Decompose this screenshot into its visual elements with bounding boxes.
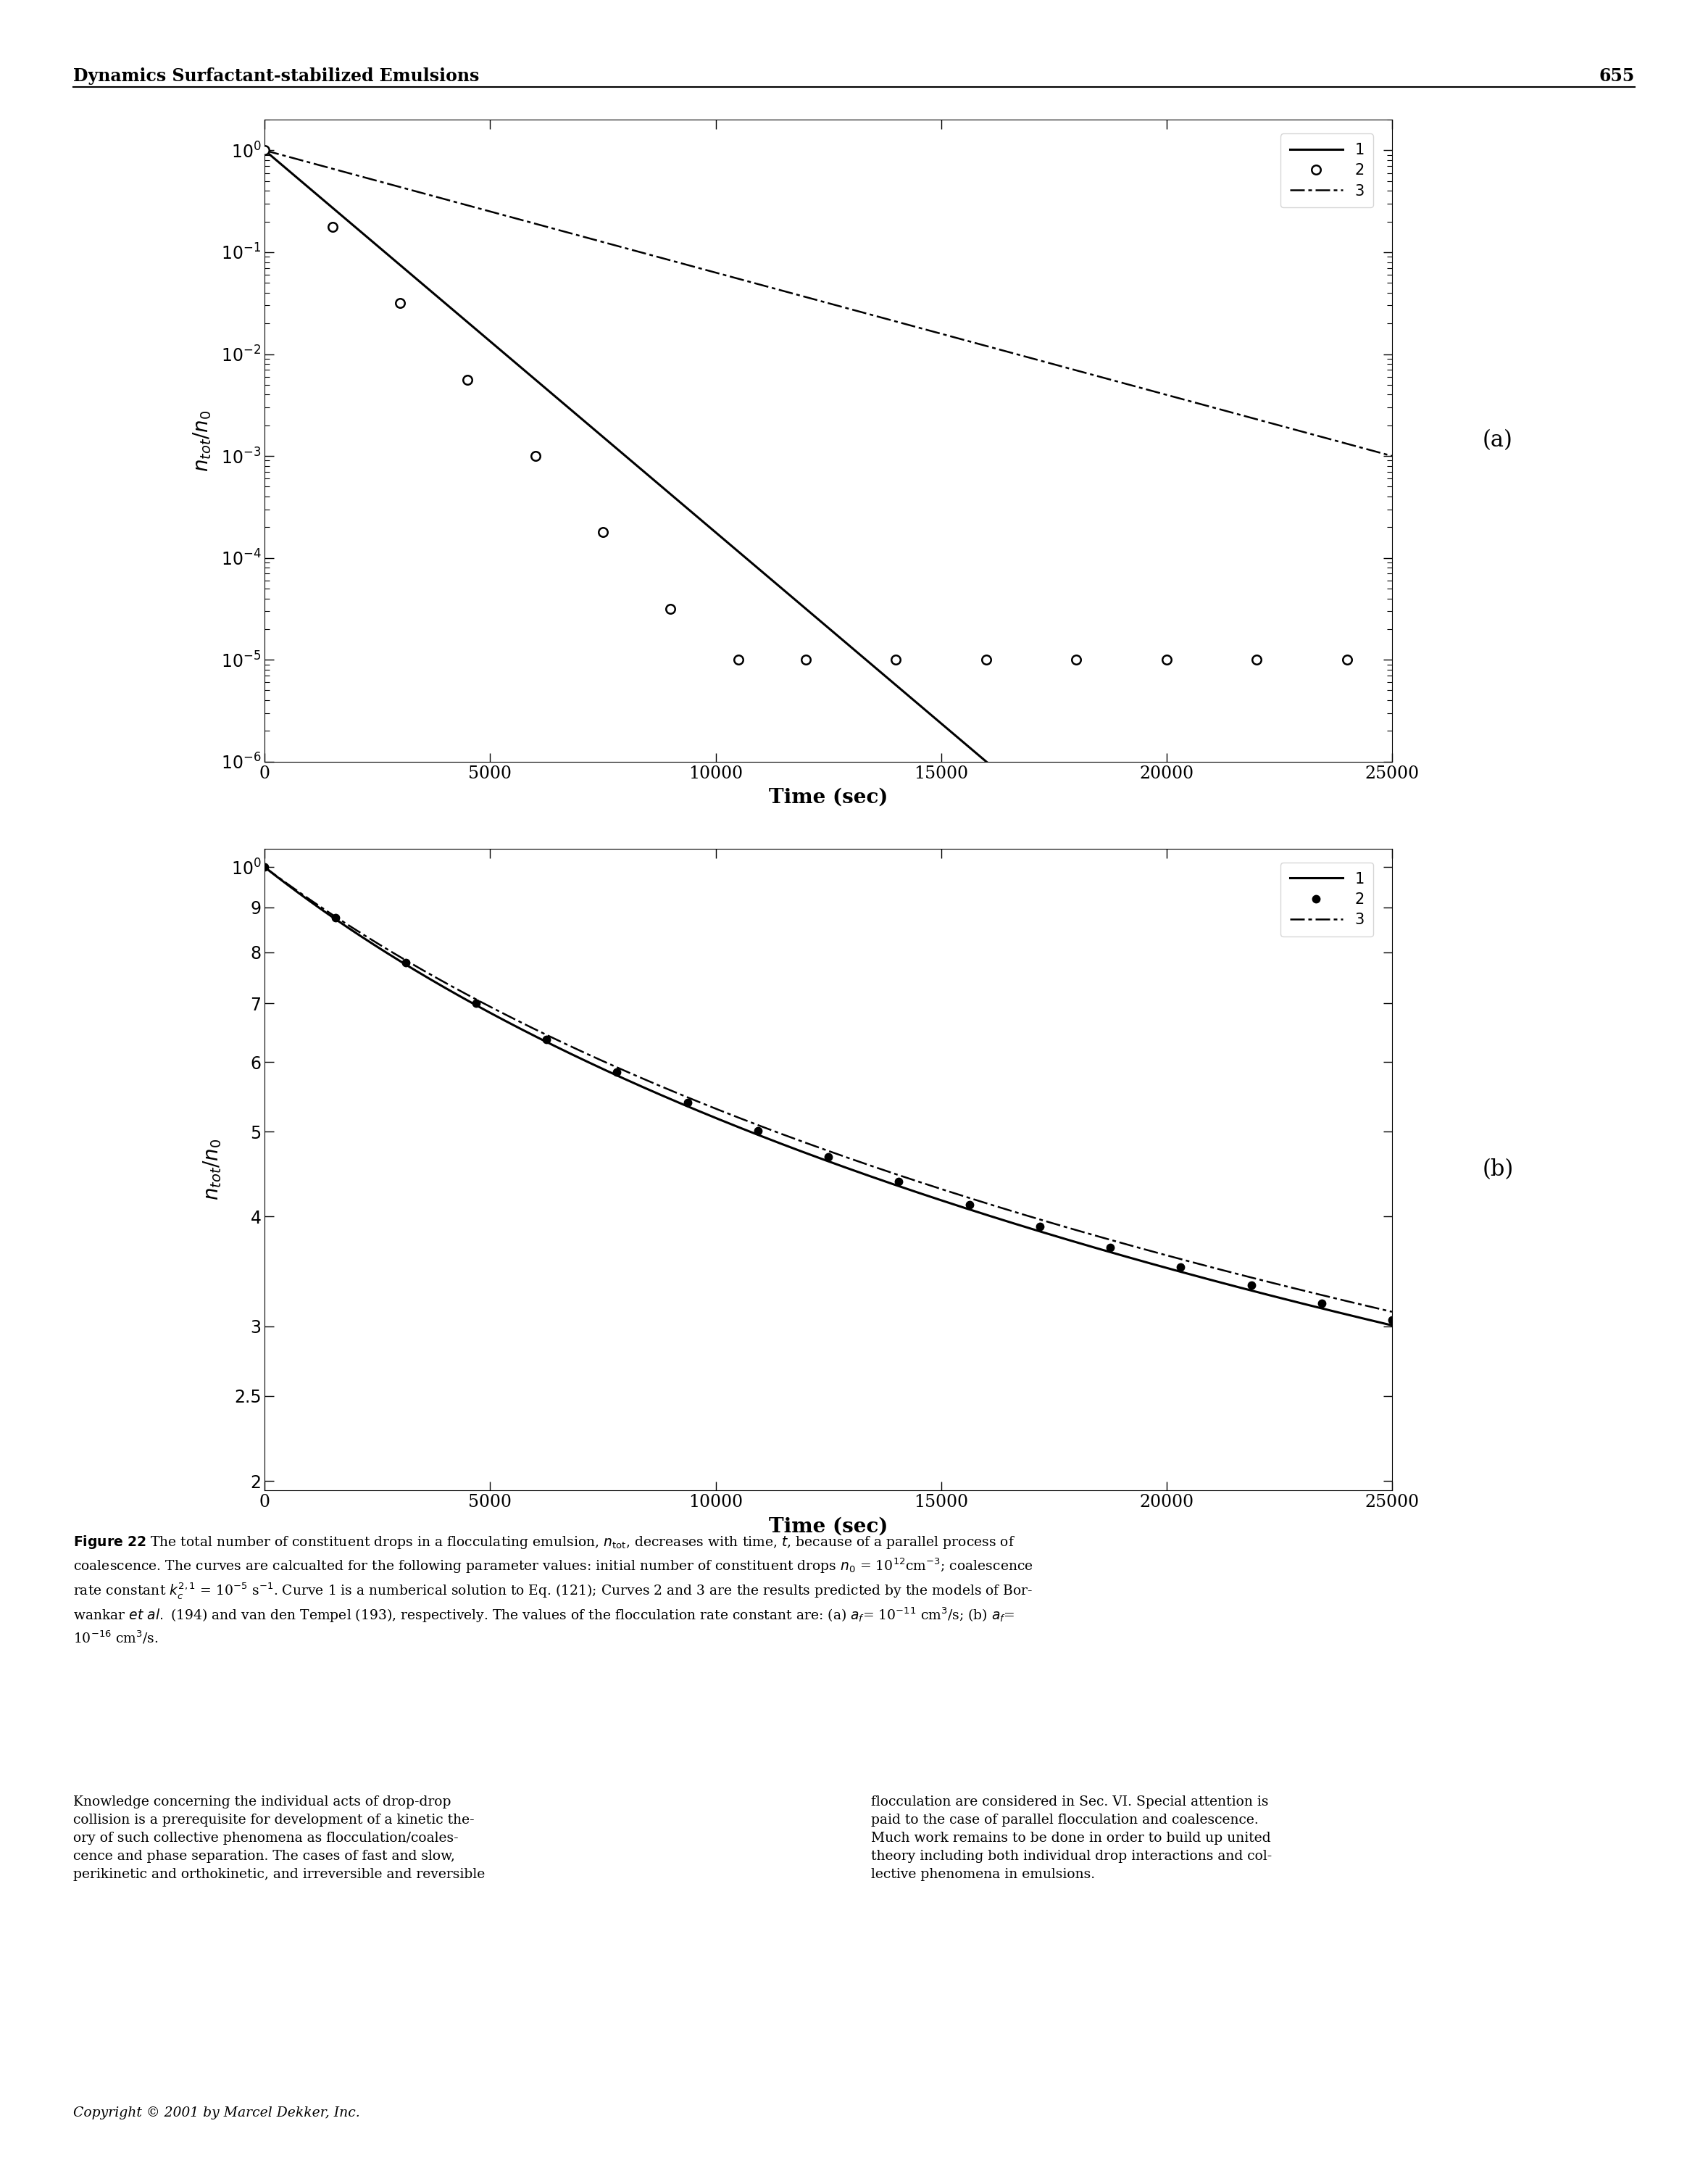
- Text: flocculation are considered in Sec. VI. Special attention is
paid to the case of: flocculation are considered in Sec. VI. …: [871, 1795, 1272, 1880]
- X-axis label: Time (sec): Time (sec): [769, 788, 888, 807]
- Text: Knowledge concerning the individual acts of drop-drop
collision is a prerequisit: Knowledge concerning the individual acts…: [73, 1795, 485, 1880]
- Text: $\mathbf{Figure\ 22}$ The total number of constituent drops in a flocculating em: $\mathbf{Figure\ 22}$ The total number o…: [73, 1534, 1033, 1645]
- Legend: 1, 2, 3: 1, 2, 3: [1281, 133, 1373, 207]
- Text: (a): (a): [1483, 429, 1513, 453]
- Y-axis label: $n_{tot}/n_0$: $n_{tot}/n_0$: [191, 409, 214, 472]
- Text: Copyright © 2001 by Marcel Dekker, Inc.: Copyright © 2001 by Marcel Dekker, Inc.: [73, 2106, 360, 2119]
- Text: Dynamics Surfactant-stabilized Emulsions: Dynamics Surfactant-stabilized Emulsions: [73, 67, 480, 85]
- X-axis label: Time (sec): Time (sec): [769, 1517, 888, 1536]
- Text: 655: 655: [1599, 67, 1635, 85]
- Y-axis label: $n_{tot}/n_0$: $n_{tot}/n_0$: [202, 1138, 224, 1201]
- Text: (b): (b): [1483, 1158, 1513, 1182]
- Legend: 1, 2, 3: 1, 2, 3: [1281, 862, 1373, 936]
